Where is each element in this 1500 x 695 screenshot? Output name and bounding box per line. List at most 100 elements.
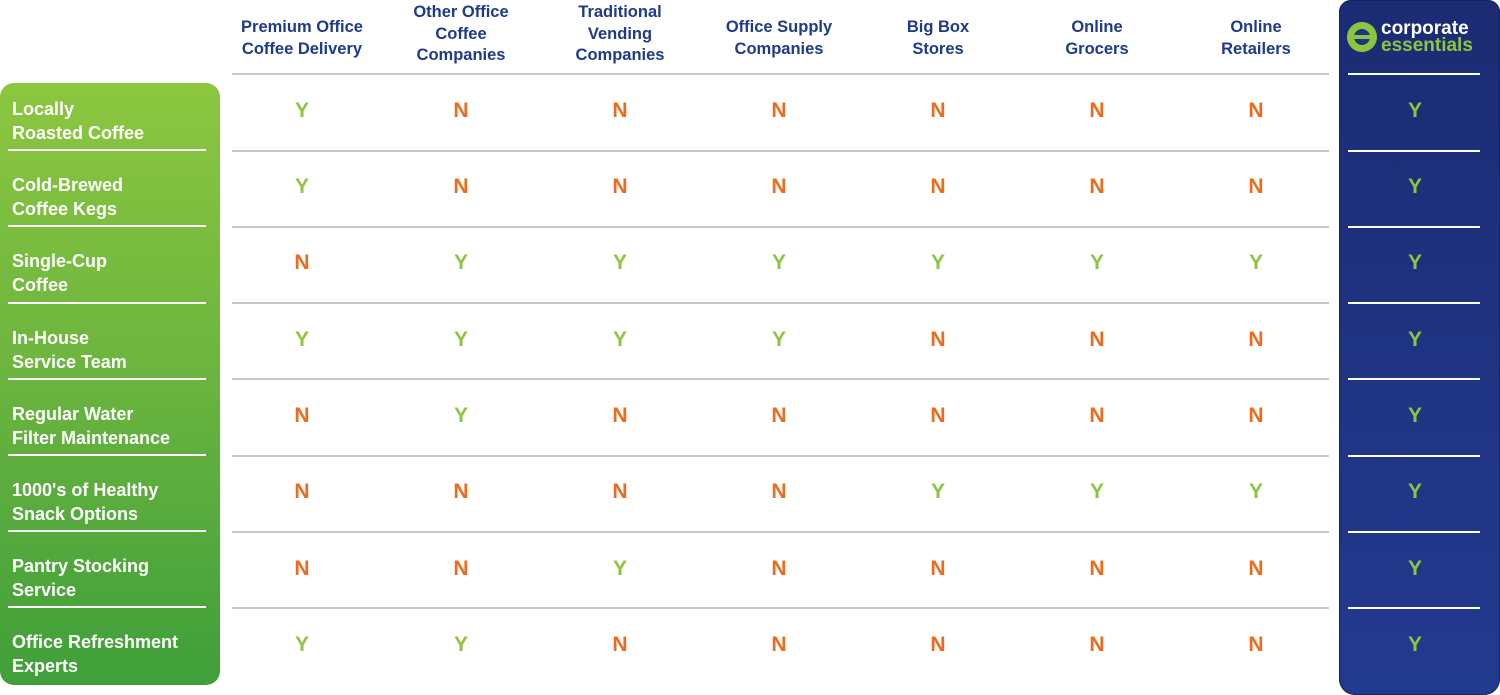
no-mark: N [612, 175, 628, 198]
feature-label: Regular Water Filter Maintenance [0, 388, 220, 464]
feature-label: Office Refreshment Experts [0, 616, 220, 692]
feature-text: Office Refreshment Experts [12, 632, 179, 677]
row-separator [232, 531, 1329, 533]
no-mark: N [1248, 99, 1264, 122]
feature-divider [8, 377, 206, 380]
feature-divider [8, 301, 206, 304]
brand-row-separator [1348, 607, 1480, 609]
no-mark: N [1089, 404, 1105, 427]
no-mark: N [612, 404, 628, 427]
yes-mark: Y [1407, 328, 1422, 351]
yes-mark: Y [1407, 557, 1422, 580]
no-mark: N [294, 557, 310, 580]
no-mark: N [294, 251, 310, 274]
yes-mark: Y [453, 404, 468, 427]
row-separator [232, 150, 1329, 152]
feature-text: Pantry Stocking Service [12, 556, 150, 601]
yes-mark: Y [294, 175, 309, 198]
row-separator [232, 302, 1329, 304]
no-mark: N [1089, 557, 1105, 580]
row-separator [232, 455, 1329, 457]
no-mark: N [771, 175, 787, 198]
yes-mark: Y [1407, 99, 1422, 122]
feature-text: Single-Cup Coffee [12, 251, 107, 296]
no-mark: N [612, 633, 628, 656]
no-mark: N [1248, 633, 1264, 656]
yes-mark: Y [771, 328, 786, 351]
no-mark: N [612, 99, 628, 122]
row-separator [232, 226, 1329, 228]
column-header: Traditional Vending Companies [575, 3, 665, 64]
yes-mark: Y [1407, 633, 1422, 656]
no-mark: N [1089, 99, 1105, 122]
yes-mark: Y [1089, 251, 1104, 274]
feature-divider [8, 606, 206, 609]
no-mark: N [453, 99, 469, 122]
yes-mark: Y [612, 557, 627, 580]
yes-mark: Y [294, 633, 309, 656]
feature-label: In-House Service Team [0, 312, 220, 388]
column-header: Big Box Stores [906, 18, 970, 58]
yes-mark: Y [453, 633, 468, 656]
no-mark: N [930, 99, 946, 122]
brand-name-line1: corporate [1381, 18, 1469, 39]
corporate-essentials-logo-icon [1347, 22, 1377, 52]
column-header: Office Supply Companies [725, 18, 833, 58]
brand-row-separator [1348, 531, 1480, 533]
no-mark: N [1089, 175, 1105, 198]
yes-mark: Y [1407, 480, 1422, 503]
feature-divider [8, 530, 206, 533]
brand-logo: corporate essentials [1347, 17, 1487, 57]
yes-mark: Y [930, 480, 945, 503]
feature-label: Single-Cup Coffee [0, 235, 220, 311]
no-mark: N [294, 404, 310, 427]
brand-row-separator [1348, 150, 1480, 152]
no-mark: N [771, 633, 787, 656]
no-mark: N [930, 633, 946, 656]
no-mark: N [294, 480, 310, 503]
feature-panel: Locally Roasted Coffee Cold-Brewed Coffee… [0, 83, 220, 685]
column-header: Premium Office Coffee Delivery [241, 18, 363, 58]
no-mark: N [771, 99, 787, 122]
no-mark: N [930, 404, 946, 427]
no-mark: N [453, 480, 469, 503]
brand-row-separator [1348, 302, 1480, 304]
yes-mark: Y [771, 251, 786, 274]
feature-divider [8, 149, 206, 152]
yes-mark: Y [1089, 480, 1104, 503]
no-mark: N [1248, 404, 1264, 427]
no-mark: N [930, 557, 946, 580]
no-mark: N [1089, 633, 1105, 656]
yes-mark: Y [1407, 251, 1422, 274]
brand-column [1339, 0, 1500, 695]
brand-wordmark: corporate essentials [1381, 18, 1473, 55]
brand-row-separator [1348, 378, 1480, 380]
yes-mark: Y [930, 251, 945, 274]
feature-divider [8, 225, 206, 228]
row-separator [232, 607, 1329, 609]
feature-label: Pantry Stocking Service [0, 540, 220, 616]
yes-mark: Y [1248, 251, 1263, 274]
yes-mark: Y [294, 99, 309, 122]
feature-text: Regular Water Filter Maintenance [12, 403, 171, 448]
feature-text: 1000's of Healthy Snack Options [12, 480, 159, 524]
brand-row-separator [1348, 73, 1480, 75]
row-separator [232, 378, 1329, 380]
no-mark: N [1248, 175, 1264, 198]
column-header: Online Grocers [1065, 18, 1129, 58]
no-mark: N [1089, 328, 1105, 351]
column-header: Online Retailers [1221, 18, 1291, 58]
feature-text: Locally Roasted Coffee [12, 99, 145, 143]
feature-text: Cold-Brewed Coffee Kegs [12, 175, 124, 220]
yes-mark: Y [453, 251, 468, 274]
feature-text: In-House Service Team [12, 327, 127, 372]
yes-mark: Y [612, 251, 627, 274]
row-separator [232, 73, 1329, 75]
no-mark: N [771, 557, 787, 580]
column-header: Other Office Coffee Companies [413, 3, 509, 64]
feature-label: 1000's of Healthy Snack Options [0, 464, 220, 540]
yes-mark: Y [453, 328, 468, 351]
brand-row-separator [1348, 455, 1480, 457]
no-mark: N [771, 480, 787, 503]
